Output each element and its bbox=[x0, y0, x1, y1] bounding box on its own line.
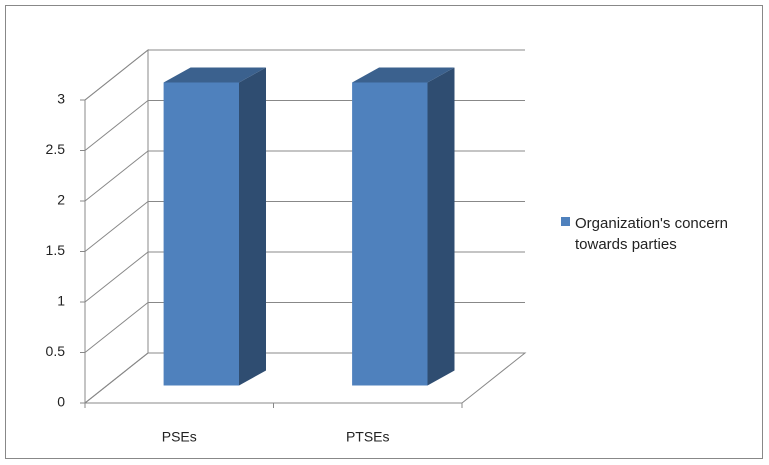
y-tick-label: 2.5 bbox=[46, 141, 66, 157]
legend-swatch bbox=[561, 217, 570, 226]
legend-label: Organization's concern towards parties bbox=[575, 215, 728, 253]
x-tick-label: PTSEs bbox=[346, 429, 390, 445]
y-tick-label: 2 bbox=[57, 192, 65, 208]
y-tick-label: 1 bbox=[57, 293, 65, 309]
bar-side bbox=[427, 67, 455, 386]
bar-top bbox=[352, 67, 455, 83]
y-tick-label: 1.5 bbox=[46, 242, 66, 258]
y-tick-label: 0 bbox=[57, 394, 65, 410]
x-tick-label: PSEs bbox=[162, 429, 197, 445]
y-tick-label: 3 bbox=[57, 91, 65, 107]
bar-top bbox=[163, 67, 266, 83]
y-tick-label: 0.5 bbox=[46, 343, 66, 359]
bar bbox=[352, 82, 428, 386]
grid-line bbox=[84, 49, 525, 101]
bar bbox=[163, 82, 239, 386]
bar-side bbox=[239, 67, 266, 386]
